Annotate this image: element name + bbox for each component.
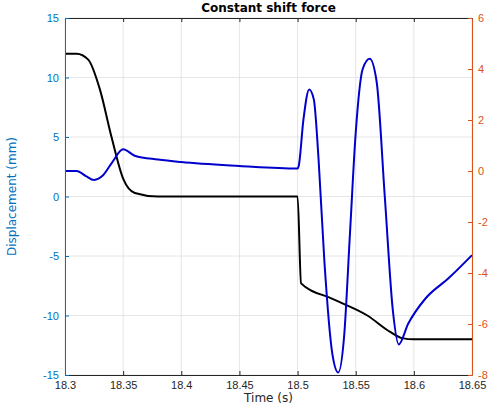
tick-label: -15 [43, 369, 59, 381]
axis-line [66, 375, 473, 376]
tick-mark [65, 137, 69, 138]
tick-label: 18.35 [110, 379, 138, 391]
tick-mark [65, 375, 69, 376]
grid-line [65, 256, 472, 257]
tick-label: -8 [478, 369, 488, 381]
tick [414, 18, 415, 22]
tick [123, 18, 124, 22]
grid-line [65, 315, 472, 316]
tick-mark [239, 18, 240, 22]
tick: 6 [468, 12, 484, 24]
plot-area [65, 54, 472, 373]
tick-label: 2 [478, 114, 484, 126]
tick: 18.6 [404, 371, 425, 391]
tick: -5 [49, 250, 69, 262]
tick-label: 18.4 [171, 379, 192, 391]
tick-label: -10 [43, 310, 59, 322]
series-line [65, 54, 472, 340]
tick-mark [414, 18, 415, 22]
tick [181, 18, 182, 22]
tick: 18.35 [110, 371, 138, 391]
chart: 18.318.3518.418.4518.518.5518.618.65-15-… [0, 0, 500, 406]
grid-line [65, 137, 472, 138]
tick-label: 15 [47, 12, 59, 24]
tick-mark [468, 375, 472, 376]
tick: 10 [47, 72, 69, 84]
tick-label: -6 [478, 318, 488, 330]
tick: -10 [43, 310, 69, 322]
tick: 18.55 [342, 371, 370, 391]
tick-label: -2 [478, 216, 488, 228]
tick [356, 18, 357, 22]
tick-label: 18.5 [287, 379, 308, 391]
tick: 18.45 [226, 371, 254, 391]
grid [65, 18, 472, 375]
plot-background [65, 18, 472, 375]
title: Constant shift force [201, 1, 336, 15]
series-line [65, 59, 472, 373]
tick-label: -4 [478, 267, 488, 279]
tick: -6 [468, 318, 488, 330]
tick-mark [468, 324, 472, 325]
tick-mark [468, 18, 472, 19]
tick: 15 [47, 12, 69, 24]
axis-line [472, 19, 473, 376]
tick [239, 18, 240, 22]
grid-line [65, 18, 472, 19]
tick-mark [298, 371, 299, 375]
tick-mark [239, 371, 240, 375]
axis: -15 -10 -5 0 5 10 15 [43, 12, 69, 381]
tick: 0 [53, 191, 69, 203]
tick-mark [123, 371, 124, 375]
tick-mark [414, 371, 415, 375]
tick: 4 [468, 63, 484, 75]
y-axis-title: Displacement (mm) [5, 137, 19, 256]
tick-label: 18.45 [226, 379, 254, 391]
tick-mark [468, 69, 472, 70]
tick: -2 [468, 216, 488, 228]
tick-mark [123, 18, 124, 22]
tick: -15 [43, 369, 69, 381]
tick: 18.4 [171, 371, 192, 391]
tick-mark [65, 18, 69, 19]
frame-top [66, 18, 473, 22]
axis-line [66, 18, 473, 19]
tick: 0 [468, 165, 484, 177]
tick-mark [181, 18, 182, 22]
tick-label: 0 [478, 165, 484, 177]
tick-label: 18.55 [342, 379, 370, 391]
x-axis-title: Time (s) [243, 391, 293, 405]
tick: -4 [468, 267, 488, 279]
axis: 18.318.3518.418.4518.518.5518.618.65 [55, 371, 486, 391]
tick-mark [468, 171, 472, 172]
tick-mark [65, 197, 69, 198]
tick-mark [356, 18, 357, 22]
tick-label: 10 [47, 72, 59, 84]
tick-label: 0 [53, 191, 59, 203]
tick-label: 6 [478, 12, 484, 24]
tick-label: -5 [49, 250, 59, 262]
tick-label: 4 [478, 63, 484, 75]
tick-mark [356, 371, 357, 375]
tick: -8 [468, 369, 488, 381]
tick-mark [468, 120, 472, 121]
tick-mark [65, 78, 69, 79]
tick [298, 18, 299, 22]
tick-mark [468, 273, 472, 274]
tick: 5 [53, 131, 69, 143]
tick-mark [65, 256, 69, 257]
tick-mark [65, 316, 69, 317]
axis: -8 -6 -4 -2 0 2 4 6 [468, 12, 488, 381]
tick-mark [298, 18, 299, 22]
tick-label: 5 [53, 131, 59, 143]
tick-mark [468, 222, 472, 223]
grid-line [65, 375, 472, 376]
tick: 18.5 [287, 371, 308, 391]
grid-line [65, 77, 472, 78]
tick-mark [181, 371, 182, 375]
tick: 2 [468, 114, 484, 126]
tick-label: 18.6 [404, 379, 425, 391]
